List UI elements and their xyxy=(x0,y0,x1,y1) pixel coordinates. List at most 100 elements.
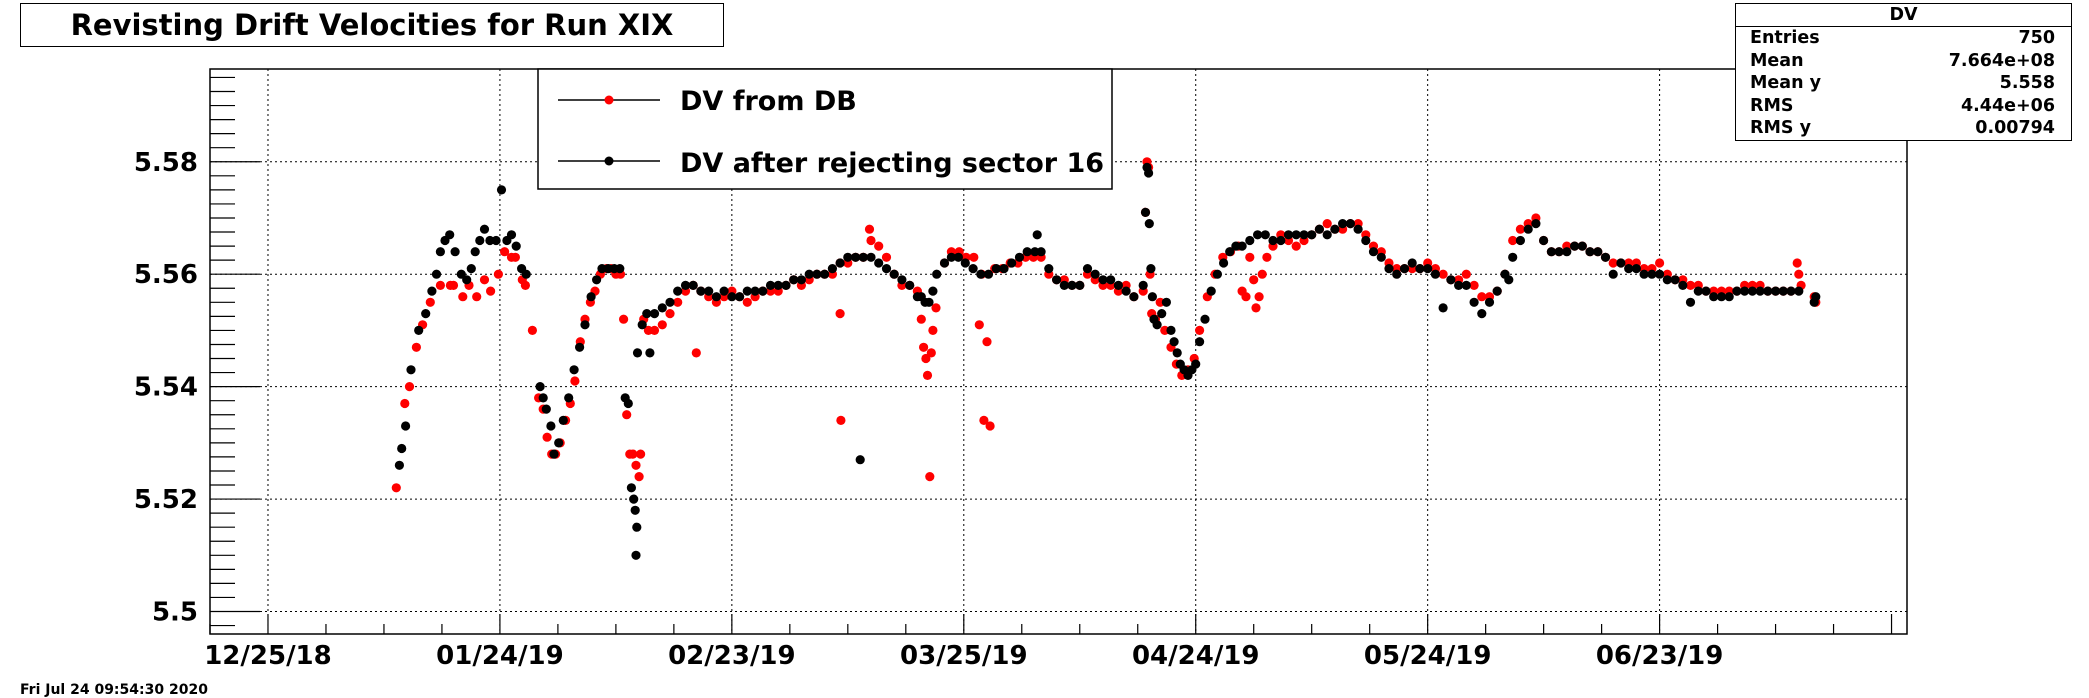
timestamp-footer: Fri Jul 24 09:54:30 2020 xyxy=(20,682,208,698)
data-point xyxy=(1624,264,1634,274)
data-point xyxy=(1067,280,1077,290)
stats-value: 0.00794 xyxy=(1975,118,2055,138)
data-point xyxy=(1392,269,1402,279)
data-point xyxy=(1539,235,1549,246)
data-point xyxy=(427,286,437,296)
data-point xyxy=(1014,252,1025,262)
data-point xyxy=(827,264,838,274)
data-point xyxy=(1685,297,1696,307)
data-point xyxy=(631,550,641,560)
data-point xyxy=(1152,320,1162,330)
grid-lines xyxy=(210,69,1907,634)
data-point xyxy=(758,286,768,296)
data-point xyxy=(527,325,538,335)
data-point xyxy=(1716,292,1727,302)
stats-value: 7.664e+08 xyxy=(1948,50,2055,71)
data-point xyxy=(1166,325,1176,335)
data-point xyxy=(491,235,501,246)
legend-label-rejected: DV after rejecting sector 16 xyxy=(680,148,1104,179)
data-point xyxy=(1059,280,1069,290)
data-point xyxy=(1330,224,1340,234)
data-point xyxy=(580,320,590,330)
x-tick-label: 01/24/19 xyxy=(436,641,564,671)
stats-row-mean: Mean 7.664e+08 xyxy=(1736,50,2071,73)
data-point xyxy=(1732,286,1742,296)
data-point xyxy=(1523,224,1533,234)
data-point xyxy=(1113,280,1123,290)
data-point xyxy=(1262,252,1272,262)
series-db xyxy=(391,157,1821,493)
data-point xyxy=(742,286,752,296)
data-point xyxy=(1206,286,1216,296)
data-point xyxy=(1268,235,1278,246)
data-point xyxy=(926,348,936,358)
data-point xyxy=(983,269,994,279)
data-point xyxy=(1219,258,1229,268)
data-point xyxy=(1515,235,1525,246)
x-tick-label: 12/25/18 xyxy=(204,641,332,671)
x-tick-label: 06/23/19 xyxy=(1596,641,1724,671)
data-point xyxy=(496,185,507,195)
data-point xyxy=(1044,264,1054,274)
data-point xyxy=(691,348,701,358)
data-point xyxy=(874,241,884,251)
data-point xyxy=(925,472,935,482)
data-point xyxy=(1685,280,1696,290)
data-point xyxy=(1709,292,1719,302)
data-point xyxy=(916,314,926,324)
data-point xyxy=(1322,219,1332,229)
data-point xyxy=(999,264,1009,274)
data-point xyxy=(592,275,602,285)
data-point xyxy=(1249,275,1259,285)
data-point xyxy=(1786,286,1796,296)
data-point xyxy=(1415,264,1425,274)
data-point xyxy=(820,269,830,279)
data-point xyxy=(1546,247,1556,257)
stats-title: DV xyxy=(1736,4,2071,27)
stats-row-rms-y: RMS y 0.00794 xyxy=(1736,117,2071,140)
series-rejected xyxy=(394,162,1821,560)
data-point xyxy=(472,292,482,302)
data-point xyxy=(619,314,629,324)
data-point xyxy=(928,325,938,335)
data-point xyxy=(1438,303,1448,313)
data-point xyxy=(1461,280,1471,290)
data-point xyxy=(922,370,933,380)
data-point xyxy=(939,258,950,268)
data-point xyxy=(1792,258,1802,268)
data-point xyxy=(1608,269,1618,279)
data-point xyxy=(1195,337,1205,347)
data-point xyxy=(1257,269,1267,279)
data-point xyxy=(919,342,929,352)
data-point xyxy=(1655,269,1665,279)
data-point xyxy=(960,258,970,268)
data-point xyxy=(1655,258,1665,268)
data-point xyxy=(400,398,410,409)
data-point xyxy=(851,252,861,262)
data-point xyxy=(1314,224,1324,234)
data-point xyxy=(1129,292,1139,302)
data-point xyxy=(727,292,737,302)
data-point xyxy=(479,224,490,234)
data-point xyxy=(538,393,548,403)
data-point xyxy=(855,455,865,465)
data-point xyxy=(897,275,907,285)
y-tick-label: 5.56 xyxy=(134,260,198,290)
data-point xyxy=(462,275,472,285)
data-point xyxy=(1169,337,1179,347)
data-point xyxy=(1508,252,1518,262)
data-point xyxy=(1438,269,1448,279)
data-point xyxy=(1283,230,1294,240)
legend-marker-rejected xyxy=(604,156,614,166)
data-point xyxy=(1237,241,1247,251)
data-point xyxy=(642,309,652,319)
x-tick-label: 05/24/19 xyxy=(1364,641,1492,671)
data-point xyxy=(1191,359,1201,369)
data-point xyxy=(1022,247,1032,257)
data-point xyxy=(570,376,580,386)
data-point xyxy=(1724,292,1734,302)
data-point xyxy=(406,365,416,375)
x-tick-label: 04/24/19 xyxy=(1132,641,1260,671)
data-point xyxy=(649,309,660,319)
data-point xyxy=(615,264,625,274)
